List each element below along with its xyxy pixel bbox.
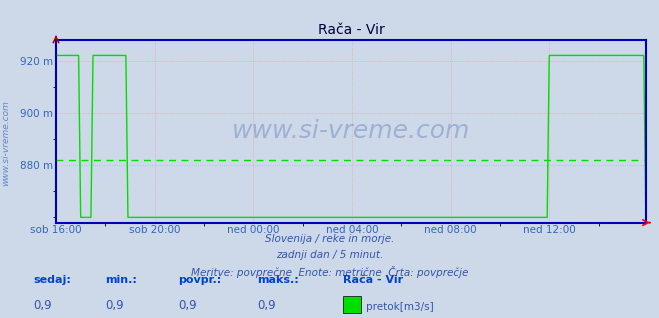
Text: sedaj:: sedaj: — [33, 275, 71, 285]
Text: Meritve: povprečne  Enote: metrične  Črta: povprečje: Meritve: povprečne Enote: metrične Črta:… — [191, 266, 468, 278]
Text: min.:: min.: — [105, 275, 137, 285]
Text: zadnji dan / 5 minut.: zadnji dan / 5 minut. — [276, 250, 383, 259]
Text: 0,9: 0,9 — [33, 299, 51, 312]
Text: www.si-vreme.com: www.si-vreme.com — [232, 119, 470, 143]
Text: Rača - Vir: Rača - Vir — [343, 275, 403, 285]
Title: Rača - Vir: Rača - Vir — [318, 23, 384, 37]
Text: 0,9: 0,9 — [178, 299, 196, 312]
Text: www.si-vreme.com: www.si-vreme.com — [1, 100, 10, 186]
Text: pretok[m3/s]: pretok[m3/s] — [366, 302, 434, 312]
Text: 0,9: 0,9 — [257, 299, 275, 312]
Text: 0,9: 0,9 — [105, 299, 124, 312]
Text: maks.:: maks.: — [257, 275, 299, 285]
Text: povpr.:: povpr.: — [178, 275, 221, 285]
Text: Slovenija / reke in morje.: Slovenija / reke in morje. — [265, 234, 394, 244]
